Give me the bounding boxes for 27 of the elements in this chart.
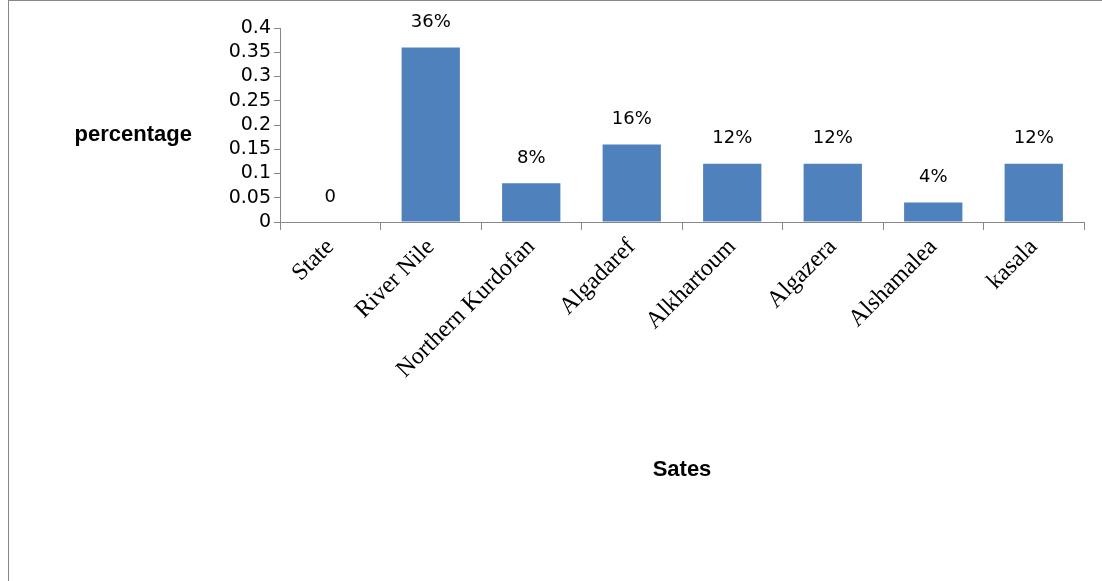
bar (1004, 163, 1063, 222)
x-tick-label: State (285, 232, 339, 286)
y-axis-title: percentage (74, 121, 192, 147)
data-label: 12% (812, 126, 853, 148)
y-tick-label: 0.35 (228, 39, 271, 62)
y-tick-label: 0.05 (228, 184, 271, 207)
data-label: 0 (324, 184, 336, 206)
bar (904, 202, 963, 222)
data-label: 36% (410, 10, 451, 32)
bar (502, 183, 561, 222)
data-label: 8% (516, 145, 546, 167)
y-tick-label: 0 (258, 208, 271, 231)
y-tick-label: 0.3 (240, 63, 271, 86)
y-tick-label: 0.1 (240, 160, 271, 183)
bar (803, 163, 862, 222)
y-tick-label: 0.25 (228, 87, 271, 110)
data-label: 16% (611, 107, 652, 129)
y-tick-label: 0.2 (240, 111, 271, 134)
bar (401, 47, 460, 222)
y-tick-label: 0.15 (228, 136, 271, 159)
data-label: 12% (1013, 126, 1054, 148)
x-axis-title: Sates (652, 456, 712, 482)
data-label: 4% (918, 165, 948, 187)
data-label: 12% (712, 126, 753, 148)
y-tick-label: 0.4 (240, 14, 271, 37)
bar (703, 163, 762, 222)
bar (602, 144, 661, 222)
